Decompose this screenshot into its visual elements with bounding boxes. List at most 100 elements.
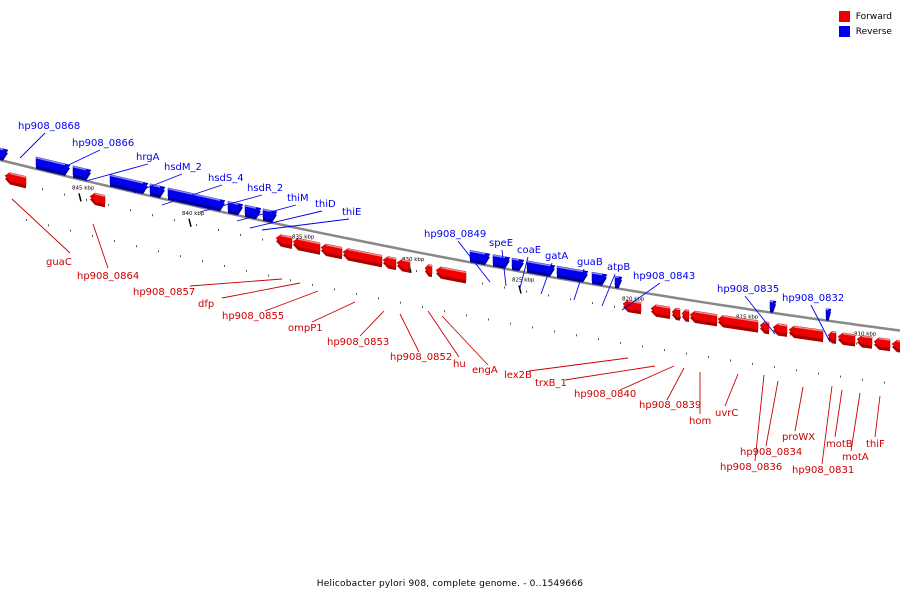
gene-forward-16[interactable] (759, 321, 770, 335)
gene-forward-22[interactable] (873, 337, 891, 352)
label-hp908-0840[interactable]: hp908_0840 (574, 365, 675, 400)
gene-forward-15[interactable] (717, 315, 759, 333)
label-ompp1[interactable]: ompP1 (288, 301, 356, 334)
gene-highlight (842, 332, 856, 337)
label-coae[interactable]: coaE (517, 245, 541, 289)
label-gata[interactable]: gatA (540, 251, 568, 295)
label-hp908-0834[interactable]: hp908_0834 (740, 380, 802, 458)
gene-forward-19[interactable] (827, 331, 837, 344)
gene-reverse-14[interactable] (591, 271, 608, 286)
label-hp908-0864[interactable]: hp908_0864 (77, 223, 139, 282)
label-motb[interactable]: motB (826, 389, 853, 450)
gene-forward-5[interactable] (342, 248, 383, 268)
label-hp908-0835[interactable]: hp908_0835 (717, 284, 779, 335)
gene-body (769, 300, 777, 311)
gene-reverse-0[interactable] (0, 147, 9, 161)
gene-forward-7[interactable] (396, 259, 411, 273)
gene-reverse-7[interactable] (244, 204, 262, 220)
label-hrga[interactable]: hrgA (85, 152, 160, 182)
label-guab[interactable]: guaB (573, 257, 603, 301)
label-hp908-0839[interactable]: hp908_0839 (639, 367, 701, 411)
label-hp908-0832[interactable]: hp908_0832 (782, 293, 844, 343)
gene-forward-8[interactable] (424, 264, 433, 278)
gene-forward-2[interactable] (275, 234, 293, 249)
leader-line (850, 392, 861, 452)
gene-name: engA (472, 365, 498, 376)
gene-reverse-1[interactable] (35, 156, 71, 176)
label-mota[interactable]: motA (842, 392, 869, 463)
gene-forward-20[interactable] (837, 332, 856, 347)
label-atpb[interactable]: atpB (601, 262, 630, 307)
gene-name: thiE (342, 207, 361, 218)
gene-reverse-11[interactable] (511, 257, 525, 272)
label-hp908-0831[interactable]: hp908_0831 (792, 385, 854, 476)
leader-line (11, 198, 71, 254)
gene-forward-0[interactable] (4, 172, 27, 189)
label-thid[interactable]: thiD (249, 199, 336, 229)
leader-line (810, 304, 831, 343)
gene-highlight (793, 325, 824, 332)
label-hsdr-2[interactable]: hsdR_2 (199, 183, 283, 213)
gene-reverse-17[interactable] (825, 308, 832, 321)
gene-forward-9[interactable] (435, 266, 467, 284)
gene-reverse-3[interactable] (109, 174, 149, 195)
label-hsds-4[interactable]: hsdS_4 (161, 173, 244, 206)
gene-forward-6[interactable] (382, 256, 397, 271)
label-hp908-0857[interactable]: hp908_0857 (133, 278, 283, 298)
gene-name: hp908_0839 (639, 400, 701, 411)
label-thie[interactable]: thiE (261, 207, 361, 231)
label-dfp[interactable]: dfp (198, 282, 301, 310)
leader-line (261, 218, 350, 231)
minor-tick (620, 341, 621, 344)
gene-forward-11[interactable] (650, 304, 671, 320)
gene-forward-4[interactable] (320, 243, 343, 260)
label-hp908-0843[interactable]: hp908_0843 (621, 271, 695, 311)
label-prowx[interactable]: proWX (782, 386, 815, 443)
gene-forward-23[interactable] (891, 339, 900, 353)
minor-tick (510, 322, 511, 325)
gene-highlight (777, 323, 788, 327)
label-spee[interactable]: speE (489, 238, 513, 287)
gene-reverse-16[interactable] (769, 300, 777, 313)
label-hom[interactable]: hom (689, 372, 711, 427)
gene-reverse-4[interactable] (149, 183, 166, 199)
gene-forward-17[interactable] (772, 323, 788, 337)
label-guac[interactable]: guaC (11, 198, 72, 268)
leader-line (540, 262, 553, 295)
tick-label: 815 kbp (736, 315, 759, 321)
gene-forward-13[interactable] (681, 309, 690, 323)
gene-body (891, 339, 900, 350)
gene-name: hp908_0849 (424, 229, 486, 240)
legend-reverse: Reverse (838, 24, 892, 39)
label-thif[interactable]: thiF (866, 395, 885, 450)
label-hp908-0855[interactable]: hp908_0855 (222, 290, 319, 322)
gene-forward-12[interactable] (671, 307, 681, 321)
label-hp908-0852[interactable]: hp908_0852 (390, 313, 452, 363)
label-hp908-0866[interactable]: hp908_0866 (57, 138, 134, 171)
gene-forward-21[interactable] (856, 335, 873, 349)
label-thim[interactable]: thiM (236, 193, 309, 222)
label-uvrc[interactable]: uvrC (715, 373, 739, 419)
gene-reverse-6[interactable] (227, 200, 244, 216)
gene-forward-1[interactable] (89, 192, 106, 208)
label-hp908-0849[interactable]: hp908_0849 (424, 229, 491, 283)
label-trxb-1[interactable]: trxB_1 (535, 365, 656, 389)
minor-tick (42, 188, 43, 191)
label-hp908-0868[interactable]: hp908_0868 (18, 121, 80, 159)
gene-reverse-15[interactable] (614, 275, 623, 289)
gene-reverse-2[interactable] (72, 165, 92, 181)
gene-forward-3[interactable] (292, 237, 321, 255)
label-enga[interactable]: engA (441, 315, 498, 376)
gene-forward-14[interactable] (689, 310, 718, 327)
gene-forward-18[interactable] (788, 325, 824, 343)
label-hp908-0836[interactable]: hp908_0836 (720, 374, 782, 473)
label-hp908-0853[interactable]: hp908_0853 (327, 310, 389, 348)
minor-tick (224, 265, 225, 268)
label-hsdm-2[interactable]: hsdM_2 (133, 162, 202, 194)
minor-tick (86, 198, 87, 201)
leader-line (189, 278, 283, 287)
gene-reverse-10[interactable] (492, 254, 511, 269)
gene-body (837, 332, 856, 344)
label-lex2b[interactable]: lex2B (504, 357, 629, 381)
label-hu[interactable]: hu (427, 310, 466, 370)
